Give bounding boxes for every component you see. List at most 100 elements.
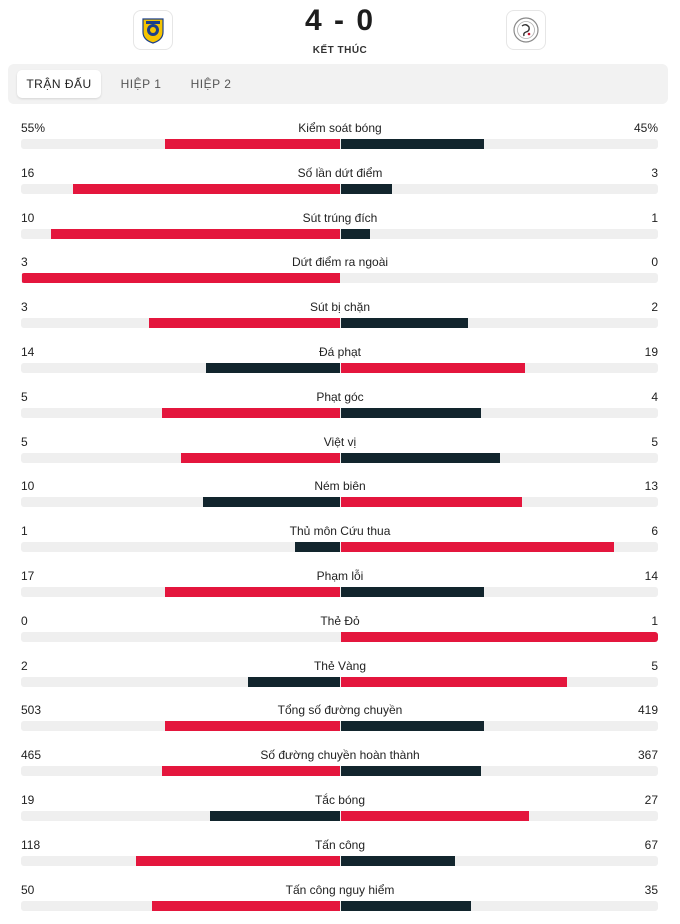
stat-away-bar	[341, 363, 525, 373]
stat-away-bar	[341, 318, 468, 329]
stat-bar-track	[21, 542, 658, 553]
stat-home-bar	[165, 721, 340, 732]
tab-second-half[interactable]: HIỆP 2	[190, 77, 232, 91]
stat-label: Dứt điểm ra ngoài	[291, 255, 389, 270]
stat-row: 3 Sút bị chặn 2	[0, 297, 680, 341]
stat-label: Số đường chuyền hoàn thành	[260, 748, 420, 763]
stat-bar-track	[21, 363, 658, 373]
stat-label: Sút trúng đích	[302, 210, 378, 225]
stat-home-bar	[206, 363, 340, 373]
away-team-crest[interactable]	[506, 10, 546, 50]
stat-away-bar	[341, 407, 481, 418]
stat-home-bar	[152, 900, 340, 911]
stat-away-value: 5	[651, 434, 658, 449]
stat-bar-track	[21, 139, 658, 149]
stat-label: Việt vị	[323, 434, 357, 449]
stat-bar-track	[21, 811, 658, 821]
stat-home-bar	[73, 183, 340, 194]
stat-away-bar	[341, 631, 658, 642]
stat-bar-track	[21, 676, 658, 687]
stat-bar-track	[21, 318, 658, 329]
stat-home-bar	[162, 766, 340, 777]
stat-label: Tắc bóng	[314, 793, 366, 807]
stat-home-bar	[210, 811, 340, 821]
stat-away-value: 5	[651, 658, 658, 673]
stat-bar-track	[21, 855, 658, 866]
stat-label: Sút bị chặn	[309, 300, 371, 315]
stat-row: 10 Ném biên 13	[0, 476, 680, 520]
stat-away-value: 1	[651, 613, 658, 628]
stat-bar-track	[21, 766, 658, 777]
stat-home-value: 14	[21, 345, 35, 359]
period-tabs: TRẬN ĐẤU HIỆP 1 HIỆP 2	[8, 64, 668, 104]
stat-away-bar	[341, 183, 392, 194]
stat-home-bar	[136, 855, 340, 866]
al-nassr-crest-icon	[142, 18, 164, 44]
stat-away-value: 13	[644, 479, 658, 494]
stat-home-value: 0	[21, 613, 28, 628]
stat-away-value: 3	[651, 165, 658, 180]
match-header: 4 - 0 KẾT THÚC	[0, 0, 680, 64]
stat-home-bar	[165, 587, 340, 597]
stat-away-value: 419	[637, 703, 658, 718]
home-team-crest[interactable]	[133, 10, 173, 50]
stat-home-value: 2	[21, 658, 28, 673]
stat-row: 5 Việt vị 5	[0, 432, 680, 476]
stat-home-value: 1	[21, 524, 28, 539]
tab-match[interactable]: TRẬN ĐẤU	[17, 70, 101, 98]
stat-home-value: 55%	[21, 121, 46, 135]
stat-home-bar	[203, 497, 340, 508]
stat-home-value: 10	[21, 210, 35, 225]
stat-away-bar	[341, 811, 529, 821]
stat-away-value: 4	[651, 389, 658, 404]
stat-row: 503 Tổng số đường chuyền 419	[0, 700, 680, 744]
stat-away-value: 35	[644, 882, 658, 897]
stat-bar-track	[21, 228, 658, 239]
stat-label: Ném biên	[314, 479, 366, 494]
match-score: 4 - 0	[304, 4, 376, 37]
stat-away-value: 45%	[633, 121, 658, 135]
stat-away-bar	[341, 228, 370, 239]
stat-row: 16 Số lần dứt điểm 3	[0, 163, 680, 207]
stat-row: 0 Thẻ Đỏ 1	[0, 611, 680, 655]
stat-away-bar	[341, 542, 614, 553]
stat-away-value: 14	[644, 569, 658, 583]
stat-home-bar	[51, 228, 340, 239]
stat-row: 2 Thẻ Vàng 5	[0, 656, 680, 700]
stat-away-bar	[341, 497, 522, 508]
stat-away-value: 27	[644, 793, 658, 807]
stat-home-value: 5	[21, 389, 28, 404]
stat-home-value: 5	[21, 434, 28, 449]
stat-home-bar	[295, 542, 340, 553]
stat-bar-track	[21, 631, 658, 642]
stat-row: 118 Tấn công 67	[0, 835, 680, 879]
stat-label: Kiểm soát bóng	[298, 121, 382, 135]
stat-away-value: 6	[651, 524, 658, 539]
stat-home-bar	[22, 273, 340, 284]
stat-home-bar	[248, 676, 340, 687]
stat-home-value: 50	[21, 882, 35, 897]
stat-home-bar	[162, 407, 340, 418]
stat-row: 5 Phạt góc 4	[0, 387, 680, 431]
stat-row: 3 Dứt điểm ra ngoài 0	[0, 252, 680, 296]
stat-away-value: 19	[644, 345, 658, 359]
stat-home-value: 16	[21, 165, 35, 180]
stat-row: 19 Tắc bóng 27	[0, 790, 680, 834]
stat-away-bar	[341, 139, 484, 149]
stat-away-bar	[341, 855, 455, 866]
stat-away-bar	[341, 452, 500, 463]
stat-away-value: 67	[644, 837, 658, 852]
stat-row: 10 Sút trúng đích 1	[0, 208, 680, 252]
stat-away-bar	[341, 721, 484, 732]
stat-bar-track	[21, 183, 658, 194]
al-shabab-crest-icon	[513, 17, 539, 43]
stat-away-bar	[341, 766, 481, 777]
match-status: KẾT THÚC	[312, 45, 368, 56]
tab-first-half[interactable]: HIỆP 1	[120, 77, 162, 91]
stat-label: Thẻ Vàng	[313, 658, 367, 673]
stat-row: 50 Tấn công nguy hiểm 35	[0, 880, 680, 924]
stat-home-value: 503	[21, 703, 42, 718]
stat-away-bar	[341, 900, 471, 911]
stat-home-value: 19	[21, 793, 35, 807]
stat-home-bar	[181, 452, 340, 463]
